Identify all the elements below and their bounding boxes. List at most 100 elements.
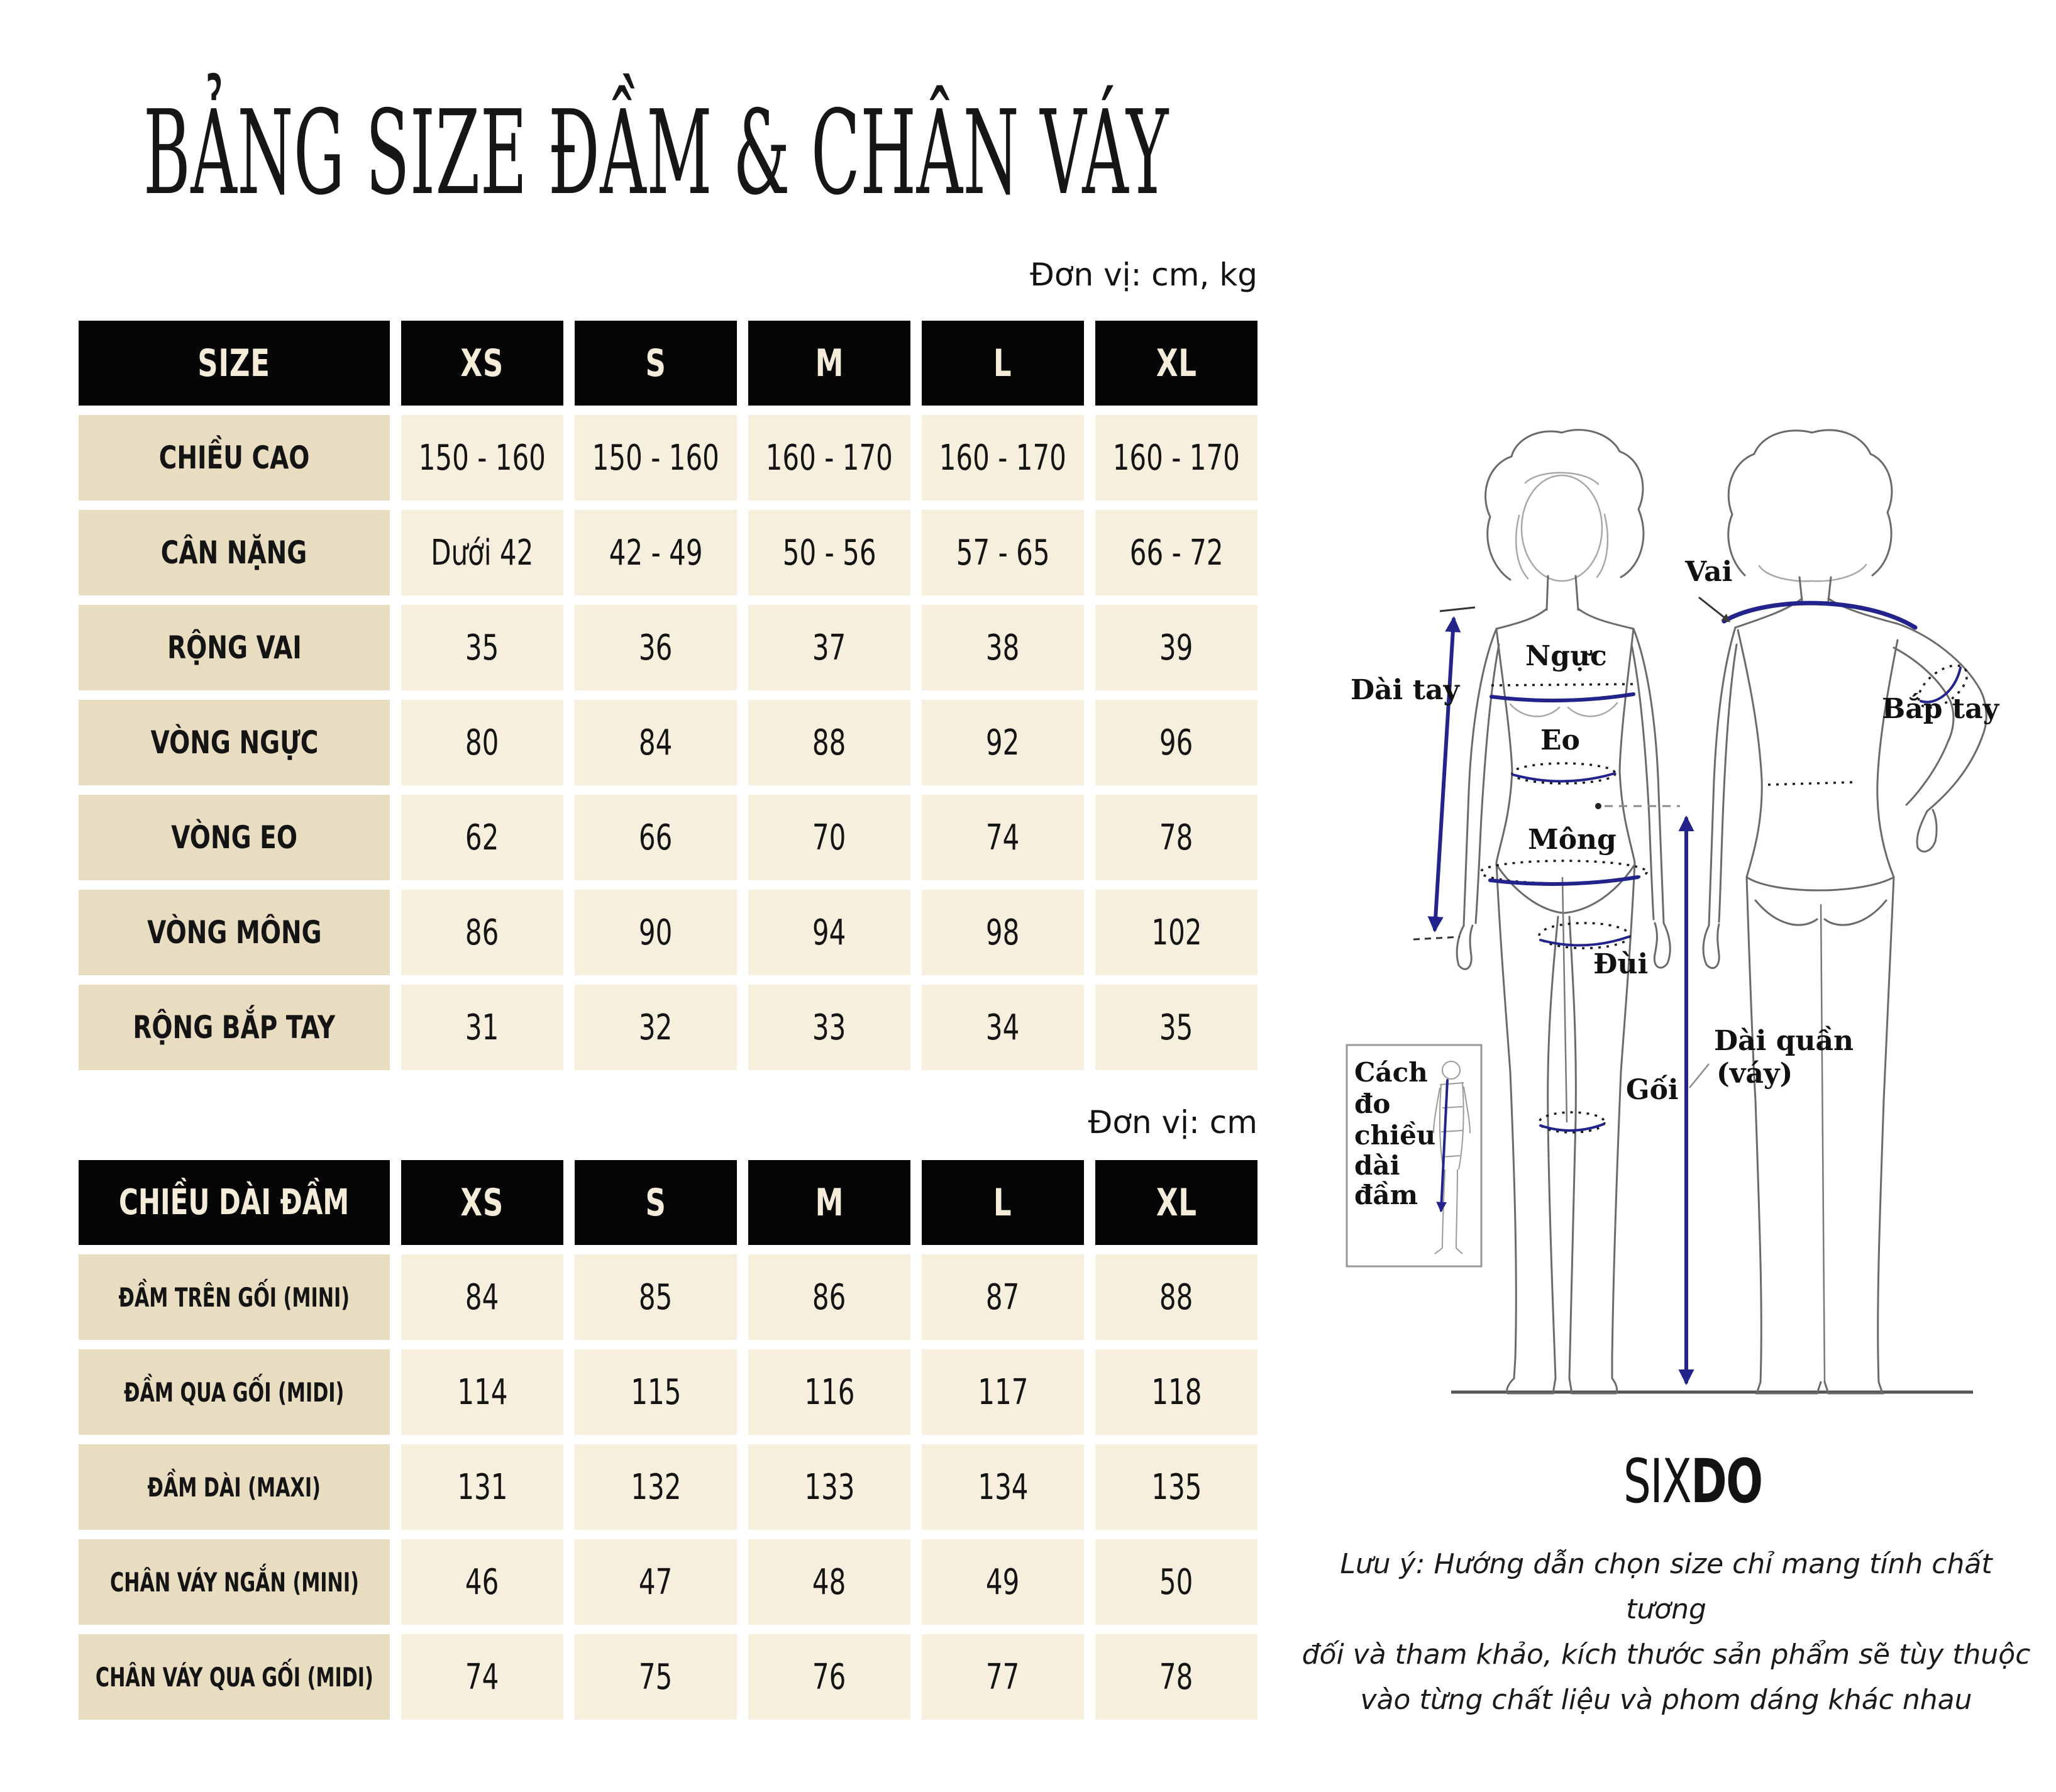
value-text: 78: [1159, 1656, 1193, 1698]
value-text: 94: [812, 912, 846, 953]
row-label-dam-qua-goi: ĐẦM QUA GỐI (MIDI): [79, 1349, 390, 1435]
value-cell: 160 - 170: [1095, 415, 1257, 501]
inset-line: đo: [1354, 1088, 1390, 1119]
row-label-chan-vay-qua-goi: CHÂN VÁY QUA GỐI (MIDI): [79, 1634, 390, 1720]
value-text: 117: [977, 1371, 1029, 1413]
value-text: 118: [1151, 1371, 1202, 1413]
value-cell: 160 - 170: [922, 415, 1084, 501]
value-text: 57 - 65: [956, 532, 1050, 573]
value-cell: 50: [1095, 1539, 1257, 1625]
note-line: Lưu ý: Hướng dẫn chọn size chỉ mang tính…: [1340, 1548, 1992, 1625]
value-cell: 88: [748, 700, 910, 785]
length-table: CHIỀU DÀI ĐẦM XS S M L XL ĐẦM TRÊN GỐI (…: [79, 1160, 1257, 1720]
row-label-text: VÒNG NGỰC: [150, 724, 318, 761]
size-table: SIZE XS S M L XL CHIỀU CAO 150 - 160 150…: [79, 321, 1257, 1070]
value-text: 131: [456, 1466, 508, 1508]
value-text: 37: [812, 627, 846, 668]
value-text: 116: [804, 1371, 855, 1413]
value-text: 160 - 170: [939, 437, 1067, 478]
value-text: 66: [639, 817, 673, 858]
value-text: 47: [639, 1561, 673, 1603]
value-text: 76: [812, 1656, 846, 1698]
inset-measure-box: Cách đo chiều dài đầm: [1346, 1044, 1483, 1268]
row-label-text: ĐẦM TRÊN GỐI (MINI): [118, 1281, 350, 1313]
row-label-vong-mong: VÒNG MÔNG: [79, 890, 390, 975]
value-text: 36: [639, 627, 673, 668]
label-vai: Vai: [1684, 556, 1732, 588]
header-label: CHIỀU DÀI ĐẦM: [119, 1182, 350, 1223]
value-text: 86: [812, 1276, 846, 1318]
value-cell: 133: [748, 1444, 910, 1530]
header-label: M: [815, 1180, 844, 1225]
row-label-text: CHÂN VÁY NGẮN (MINI): [109, 1566, 359, 1598]
value-text: Dưới 42: [431, 532, 534, 573]
value-text: 74: [986, 817, 1020, 858]
value-text: 78: [1159, 817, 1193, 858]
value-cell: 33: [748, 985, 910, 1070]
value-cell: 75: [575, 1634, 737, 1720]
header-label: XS: [460, 1180, 504, 1225]
note-line: vào từng chất liệu và phom dáng khác nha…: [1360, 1684, 1972, 1716]
inset-line: dài: [1354, 1150, 1400, 1181]
value-cell: 35: [1095, 985, 1257, 1070]
row-label-text: VÒNG MÔNG: [146, 914, 322, 951]
value-cell: 34: [922, 985, 1084, 1070]
row-label-text: CHÂN VÁY QUA GỐI (MIDI): [95, 1661, 373, 1693]
value-cell: 74: [401, 1634, 563, 1720]
value-cell: 78: [1095, 795, 1257, 880]
value-cell: 131: [401, 1444, 563, 1530]
value-cell: 62: [401, 795, 563, 880]
length-table-header-s: S: [575, 1160, 737, 1245]
value-cell: 96: [1095, 700, 1257, 785]
value-cell: 46: [401, 1539, 563, 1625]
value-text: 46: [465, 1561, 499, 1603]
value-text: 115: [630, 1371, 682, 1413]
length-table-header-xl: XL: [1095, 1160, 1257, 1245]
value-text: 66 - 72: [1129, 532, 1224, 573]
value-text: 34: [986, 1007, 1020, 1048]
value-text: 39: [1159, 627, 1193, 668]
row-label-text: ĐẦM DÀI (MAXI): [147, 1471, 321, 1503]
value-cell: 77: [922, 1634, 1084, 1720]
value-text: 150 - 160: [592, 437, 720, 478]
value-cell: 35: [401, 605, 563, 690]
size-table-header-m: M: [748, 321, 910, 406]
front-figure: [1456, 429, 1671, 1395]
value-cell: 118: [1095, 1349, 1257, 1435]
value-text: 98: [986, 912, 1020, 953]
value-text: 102: [1151, 912, 1202, 953]
value-text: 50: [1159, 1561, 1193, 1603]
row-label-text: VÒNG EO: [171, 819, 297, 856]
length-table-header-title: CHIỀU DÀI ĐẦM: [79, 1160, 390, 1245]
header-label: XL: [1156, 1180, 1197, 1225]
row-label-text: CÂN NẶNG: [161, 534, 307, 571]
row-label-vong-eo: VÒNG EO: [79, 795, 390, 880]
value-cell: 38: [922, 605, 1084, 690]
back-figure: [1702, 429, 1987, 1395]
value-cell: 39: [1095, 605, 1257, 690]
note-line: đối và tham khảo, kích thước sản phẩm sẽ…: [1302, 1639, 2031, 1671]
value-text: 132: [630, 1466, 682, 1508]
value-cell: 88: [1095, 1254, 1257, 1340]
size-table-header-size: SIZE: [79, 321, 390, 406]
value-cell: 57 - 65: [922, 510, 1084, 595]
value-cell: 80: [401, 700, 563, 785]
row-label-chieu-cao: CHIỀU CAO: [79, 415, 390, 501]
inset-line: chiều: [1354, 1120, 1435, 1151]
value-cell: 85: [575, 1254, 737, 1340]
length-table-header-l: L: [922, 1160, 1084, 1245]
value-text: 96: [1159, 722, 1193, 763]
label-eo: Eo: [1540, 724, 1580, 756]
row-label-text: CHIỀU CAO: [158, 440, 310, 476]
row-label-text: RỘNG BẮP TAY: [133, 1009, 336, 1046]
value-cell: 48: [748, 1539, 910, 1625]
value-text: 160 - 170: [1112, 437, 1241, 478]
value-cell: 132: [575, 1444, 737, 1530]
header-label: S: [645, 341, 666, 385]
row-label-vong-nguc: VÒNG NGỰC: [79, 700, 390, 785]
value-cell: 134: [922, 1444, 1084, 1530]
value-text: 134: [977, 1466, 1029, 1508]
value-text: 50 - 56: [782, 532, 876, 573]
value-text: 87: [986, 1276, 1020, 1318]
value-cell: 94: [748, 890, 910, 975]
